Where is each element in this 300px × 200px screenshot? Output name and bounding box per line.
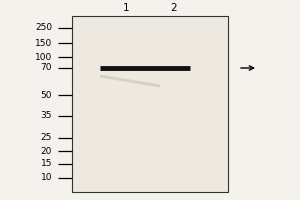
Text: 20: 20 [40, 146, 52, 156]
Text: 250: 250 [35, 23, 52, 32]
Text: 100: 100 [35, 52, 52, 62]
Text: 1: 1 [123, 3, 130, 13]
Text: 70: 70 [40, 64, 52, 72]
Text: 35: 35 [40, 112, 52, 120]
Text: 50: 50 [40, 90, 52, 99]
Text: 2: 2 [170, 3, 177, 13]
Bar [72, 16, 228, 192]
Text: 10: 10 [40, 173, 52, 182]
Text: 150: 150 [35, 38, 52, 47]
Text: 25: 25 [40, 134, 52, 142]
Text: 15: 15 [40, 160, 52, 168]
